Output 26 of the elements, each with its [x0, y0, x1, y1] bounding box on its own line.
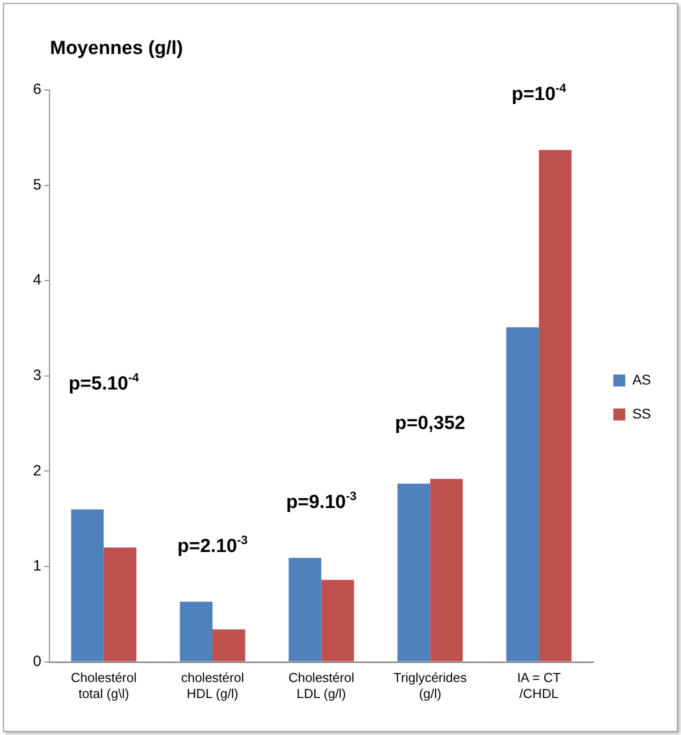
bar: [71, 509, 104, 662]
y-tick-label: 1: [33, 558, 42, 575]
y-tick-label: 3: [33, 367, 42, 384]
y-tick-label: 4: [33, 272, 42, 289]
y-tick-label: 5: [33, 176, 42, 194]
bar: [430, 478, 463, 662]
y-tick-label: 2: [33, 462, 42, 480]
bar: [104, 547, 136, 662]
annotation: p=0,352: [395, 412, 466, 434]
x-tick-label: IA = CT /CHDL: [517, 670, 561, 701]
x-tick-label: Triglycérides (g/l): [394, 670, 468, 701]
bar: [538, 150, 572, 662]
legend-label: SS: [632, 405, 652, 422]
bar: [397, 484, 430, 662]
y-tick-label: 0: [33, 652, 42, 670]
bar: [288, 558, 322, 662]
x-tick-label: cholestérol HDL (g/l): [181, 670, 244, 701]
legend-label: AS: [632, 371, 652, 388]
bar: [506, 327, 539, 662]
bar: [321, 580, 354, 662]
bar: [180, 602, 213, 662]
y-axis-title: Moyennes (g/l): [50, 38, 184, 60]
bar: [212, 629, 246, 662]
x-tick-label: Cholestérol total (g\l): [70, 670, 137, 701]
y-tick-label: 6: [33, 81, 42, 98]
x-tick-label: Cholestérol LDL (g/l): [288, 670, 354, 701]
